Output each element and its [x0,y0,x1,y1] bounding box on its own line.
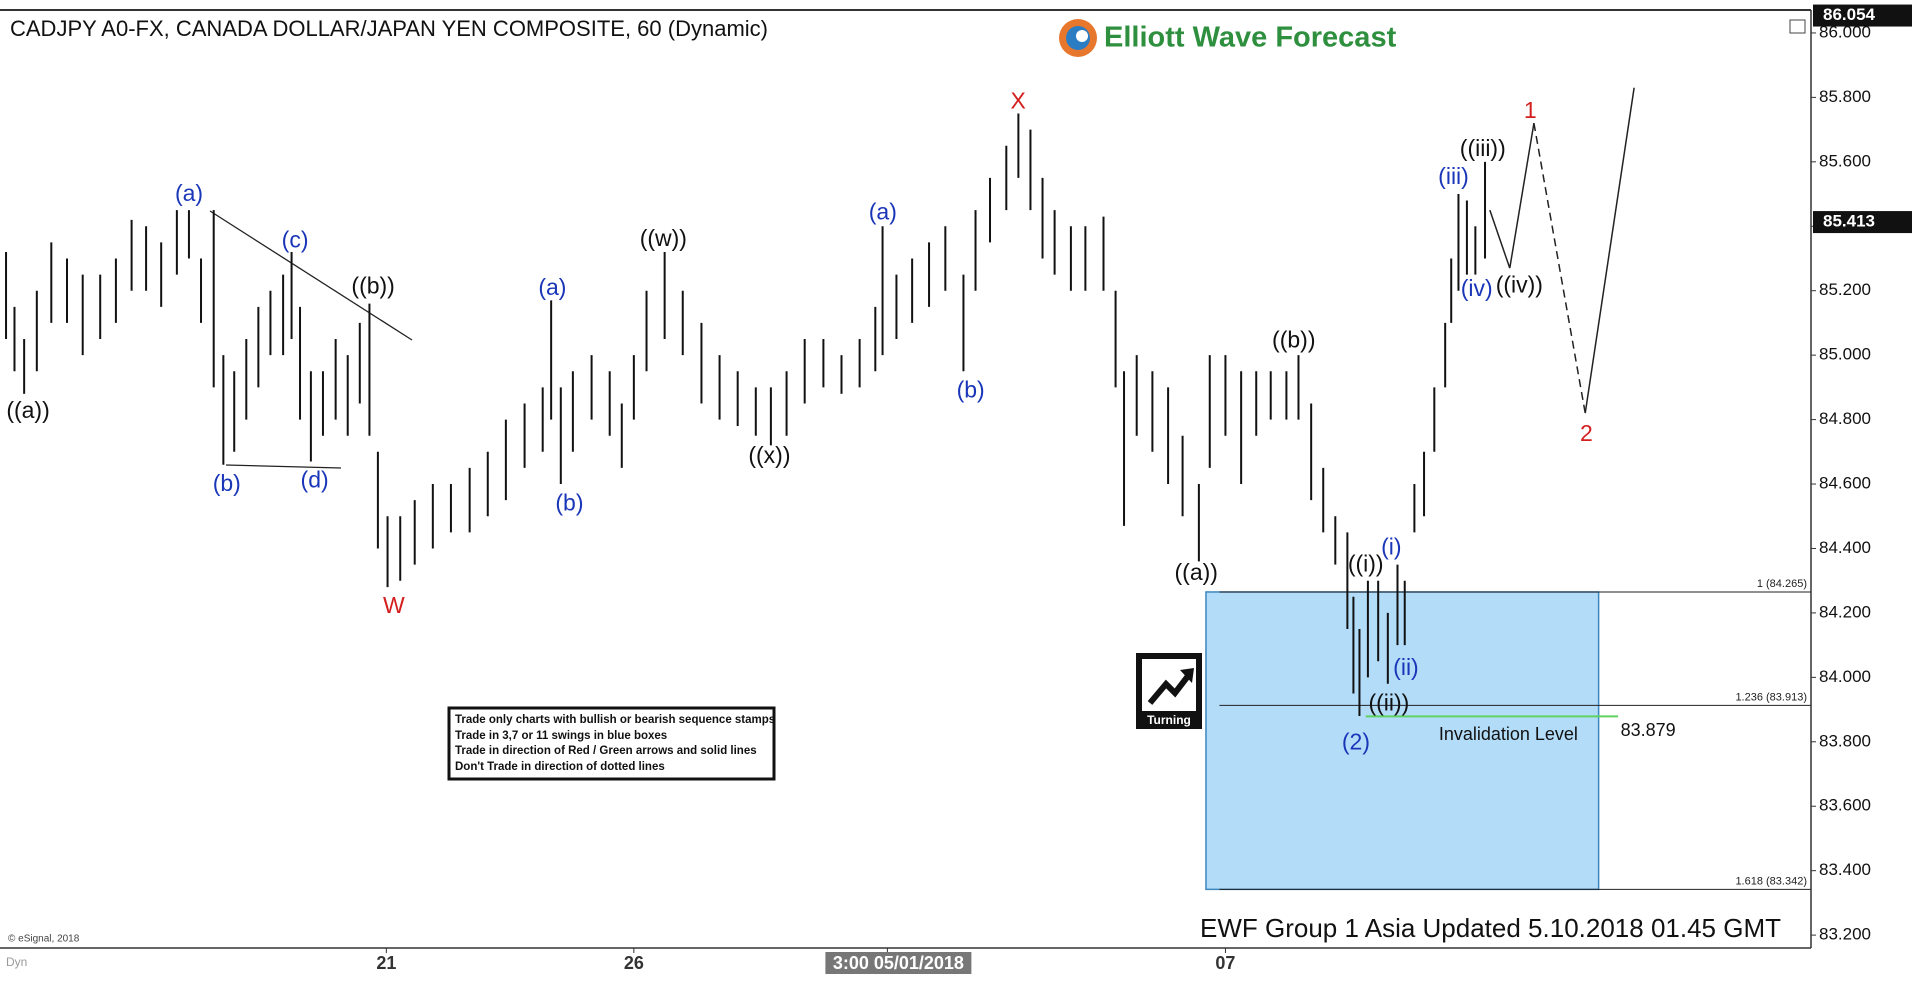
target-box [1205,591,1600,891]
y-tick-label: 84.800 [1819,409,1871,428]
wave-label: (a) [175,180,203,206]
wave-label: (b) [957,376,985,402]
x-tick-label: 21 [376,953,396,973]
chart-title: CADJPY A0-FX, CANADA DOLLAR/JAPAN YEN CO… [10,16,768,41]
trend-line [209,210,413,341]
logo-text: Elliott Wave Forecast [1104,22,1397,54]
wave-label: ((a)) [1175,559,1218,585]
wave-label: ((w)) [640,225,687,251]
projection-line [1533,123,1586,414]
logo: Elliott Wave Forecast [1059,19,1397,57]
wave-label: (b) [555,490,583,516]
wave-label: ((b)) [351,273,394,299]
projection-line [1584,87,1635,414]
turning-label: Turning [1147,713,1191,727]
y-tick-label: 84.400 [1819,538,1871,557]
wave-label: 2 [1580,420,1593,446]
fib-label: 1.236 (83.913) [1735,691,1807,703]
note-line: Trade in direction of Red / Green arrows… [455,745,757,757]
y-tick-label: 84.600 [1819,474,1871,493]
y-tick-label: 85.600 [1819,151,1871,170]
x-tick-highlight [825,952,972,974]
turning-icon-arrow [1147,674,1191,705]
x-tick-label: 3:00 05/01/2018 [833,953,964,973]
y-tick-label: 85.000 [1819,345,1871,364]
wave-label: ((iv)) [1496,271,1543,297]
price-tag [1813,4,1912,27]
trend-line [225,464,342,469]
wave-label: ((iii)) [1460,135,1506,161]
x-tick-label: 07 [1215,953,1235,973]
copyright: © eSignal, 2018 [8,934,80,945]
wave-label: (b) [213,470,241,496]
y-tick-label: 83.400 [1819,860,1871,879]
wave-label: ((b)) [1272,326,1315,352]
invalidation-value: 83.879 [1621,720,1676,740]
wave-label: ((a)) [6,397,49,423]
note-line: Don't Trade in direction of dotted lines [455,761,665,773]
wave-label: ((ii)) [1368,689,1409,715]
y-tick-label: 83.600 [1819,796,1871,815]
wave-label: (c) [282,226,309,252]
note-line: Trade only charts with bullish or bearis… [455,714,775,726]
wave-label: (i) [1381,533,1401,559]
y-tick-label: 85.200 [1819,280,1871,299]
wave-label: 1 [1524,97,1537,123]
wave-label: ((x)) [748,442,790,468]
y-tick-label: 84.200 [1819,602,1871,621]
turning-icon-arrowhead [1180,668,1194,683]
wave-label: X [1011,87,1026,113]
price-tag-label: 86.054 [1823,5,1876,24]
fib-label: 1.618 (83.342) [1735,875,1807,887]
y-tick-label: 83.200 [1819,925,1871,944]
wave-label: (ii) [1393,654,1419,680]
wave-label: W [383,592,405,618]
window-icon[interactable] [1789,19,1806,34]
wave-label: (a) [869,198,897,224]
price-tag [1813,211,1912,234]
projection-line [1509,123,1535,269]
wave-label: ((i)) [1348,551,1384,577]
projection-line [1489,209,1511,269]
y-tick-label: 85.800 [1819,87,1871,106]
notes-frame [447,706,776,781]
y-tick-label: 86.000 [1819,22,1871,41]
wave-label: (d) [301,466,329,492]
y-tick-label: 83.800 [1819,731,1871,750]
fib-label: 1 (84.265) [1757,578,1807,590]
wave-label: (iv) [1461,275,1493,301]
update-note: EWF Group 1 Asia Updated 5.10.2018 01.45… [1200,913,1781,943]
y-tick-label: 84.000 [1819,667,1871,686]
notes-box: Trade only charts with bullish or bearis… [447,706,776,781]
x-tick-label: 26 [624,953,644,973]
invalidation-text: Invalidation Level [1439,724,1578,744]
note-line: Trade in 3,7 or 11 swings in blue boxes [455,730,667,742]
price-tag-label: 85.413 [1823,212,1875,231]
wave-label: (2) [1342,728,1370,754]
wave-label: (a) [538,274,566,300]
logo-mark-center [1076,30,1088,42]
turning-icon: Turning [1136,653,1202,729]
corner-tag: Dyn [6,955,27,969]
wave-label: (iii) [1438,163,1469,189]
